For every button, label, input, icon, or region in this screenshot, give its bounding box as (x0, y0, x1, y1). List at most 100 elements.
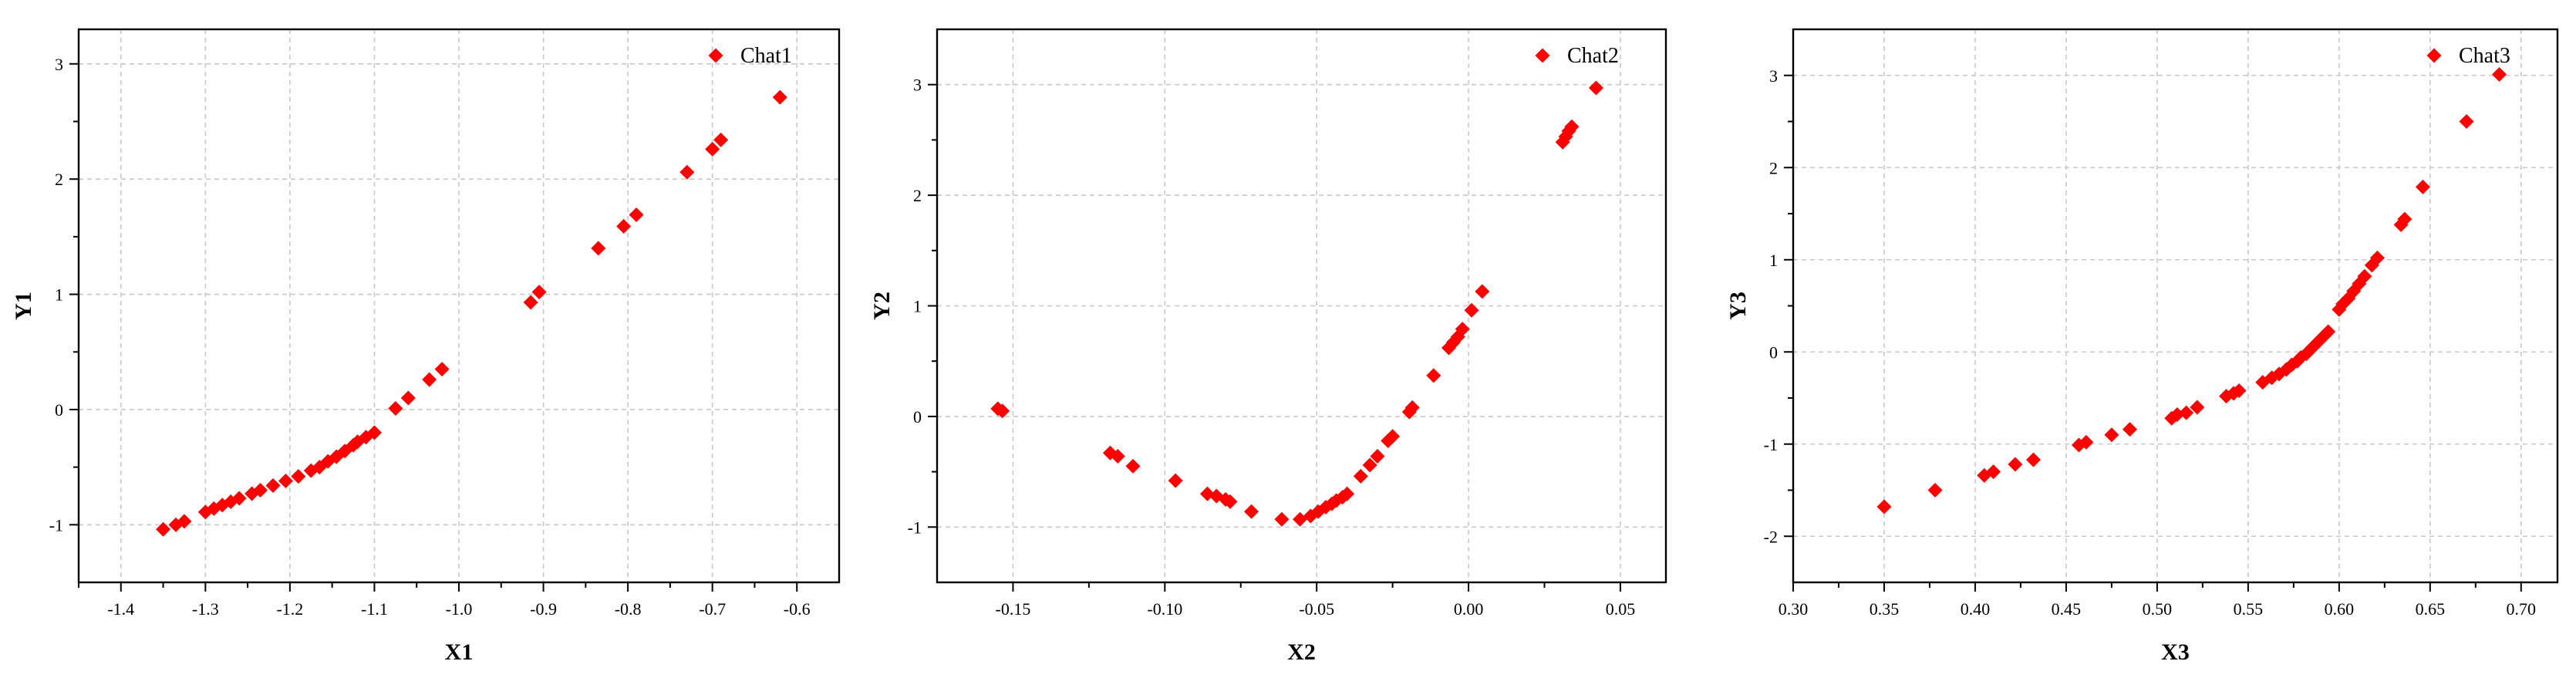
data-point (1274, 511, 1290, 527)
legend-marker (708, 48, 723, 63)
data-point (2179, 405, 2194, 420)
data-point (1370, 449, 1385, 464)
plot-frame (936, 28, 1667, 584)
data-point (1464, 302, 1479, 318)
x-tick-label: -0.8 (615, 599, 642, 619)
data-point (1362, 457, 1377, 473)
y-axis-label: Y3 (1725, 292, 1751, 320)
data-point (366, 425, 382, 440)
y-tick-label: 0 (1769, 342, 1778, 362)
x-tick-label: -1.3 (192, 599, 219, 619)
data-point (2025, 452, 2041, 467)
x-tick-label: -1.1 (361, 599, 388, 619)
data-point (265, 478, 281, 494)
series-Chat1 (156, 89, 787, 537)
x-tick-label: -0.7 (699, 599, 726, 619)
data-point (434, 362, 450, 377)
y-tick-label: 0 (55, 400, 63, 420)
data-point (231, 491, 247, 506)
data-point (523, 295, 538, 310)
y-tick-label: -2 (1764, 527, 1778, 546)
legend-marker (1535, 48, 1550, 63)
data-point (591, 241, 606, 256)
data-point (1455, 322, 1470, 337)
x-tick-label: 0.40 (1961, 599, 1991, 619)
x-tick-label: -0.9 (530, 599, 557, 619)
chart-panel-2: -0.15 -0.10 -0.05 0.00 0.05 -1 0 1 2 3 X2 Y2 Chat2 (869, 28, 1667, 665)
data-point (278, 474, 293, 489)
data-point (2123, 422, 2138, 437)
x-axis-label: X2 (1287, 639, 1316, 665)
data-point (1564, 119, 1580, 134)
data-point (177, 514, 192, 529)
data-point (1125, 458, 1141, 474)
data-point (2415, 179, 2430, 194)
x-tick-label: -1.4 (107, 599, 134, 619)
legend: Chat1 (708, 44, 792, 68)
data-point (1588, 80, 1603, 96)
data-point (713, 132, 729, 147)
y-tick-label: 2 (1769, 158, 1778, 177)
plot-frame (77, 28, 841, 584)
data-point (1927, 483, 1943, 498)
chart-panel-3: 0.30 0.35 0.40 0.45 0.50 0.55 0.60 0.65 0.70 -2 -1… (1725, 28, 2559, 665)
data-point (679, 164, 695, 180)
y-tick-label: 2 (55, 170, 63, 189)
legend-entry: Chat1 (740, 44, 792, 68)
data-point (1222, 494, 1238, 509)
data-point (422, 372, 437, 387)
data-point (1110, 449, 1125, 464)
x-tick-label: 0.45 (2052, 599, 2082, 619)
y-tick-label: 1 (55, 285, 63, 305)
x-tick-label: -0.10 (1147, 599, 1182, 619)
data-point (400, 390, 416, 406)
data-point (531, 285, 547, 300)
y-tick-label: -1 (49, 515, 63, 535)
data-point (629, 207, 644, 222)
y-tick-label: 1 (1769, 251, 1778, 270)
legend-entry: Chat3 (2459, 44, 2510, 68)
legend-marker (2426, 48, 2442, 63)
x-tick-label: 0.55 (2234, 599, 2264, 619)
data-point (1340, 486, 1355, 501)
x-tick-label: 0.70 (2507, 599, 2537, 619)
y-tick-label: 1 (913, 297, 922, 316)
series-Chat3 (1876, 67, 2507, 514)
series-Chat2 (990, 80, 1603, 527)
data-point (2104, 427, 2119, 443)
data-point (156, 521, 171, 537)
data-point (772, 89, 787, 105)
data-point (253, 483, 268, 498)
data-point (2008, 457, 2023, 472)
data-point (1244, 504, 1259, 519)
data-point (1168, 473, 1183, 488)
y-tick-label: 3 (913, 76, 922, 95)
data-point (2231, 383, 2247, 398)
data-point (291, 469, 306, 484)
data-point (2397, 211, 2412, 227)
x-tick-label: 0.00 (1454, 599, 1484, 619)
data-point (2079, 434, 2094, 450)
x-tick-label: 0.50 (2143, 599, 2173, 619)
data-point (1385, 429, 1401, 444)
y-tick-label: 2 (913, 186, 922, 205)
y-axis-label: Y1 (11, 292, 36, 320)
x-tick-label: -1.2 (276, 599, 303, 619)
y-tick-label: -1 (908, 518, 922, 537)
chart-panel-1: -1.4 -1.3 -1.2 -1.1 -1.0 -0.9 -0.8 -0.7 -0.6 -1 0 1… (11, 28, 841, 665)
x-axis-label: X3 (2161, 639, 2190, 665)
data-point (1986, 464, 2001, 480)
x-tick-label: 0.30 (1779, 599, 1809, 619)
data-point (705, 141, 720, 157)
data-point (2459, 114, 2474, 129)
x-axis-label: X1 (445, 639, 474, 665)
x-tick-label: 0.60 (2325, 599, 2355, 619)
data-point (2491, 67, 2507, 83)
data-point (1475, 284, 1490, 299)
data-point (2369, 250, 2385, 265)
y-tick-label: 0 (913, 407, 922, 427)
data-point (1353, 468, 1368, 484)
x-tick-label: 0.35 (1870, 599, 1900, 619)
data-point (1404, 400, 1420, 415)
